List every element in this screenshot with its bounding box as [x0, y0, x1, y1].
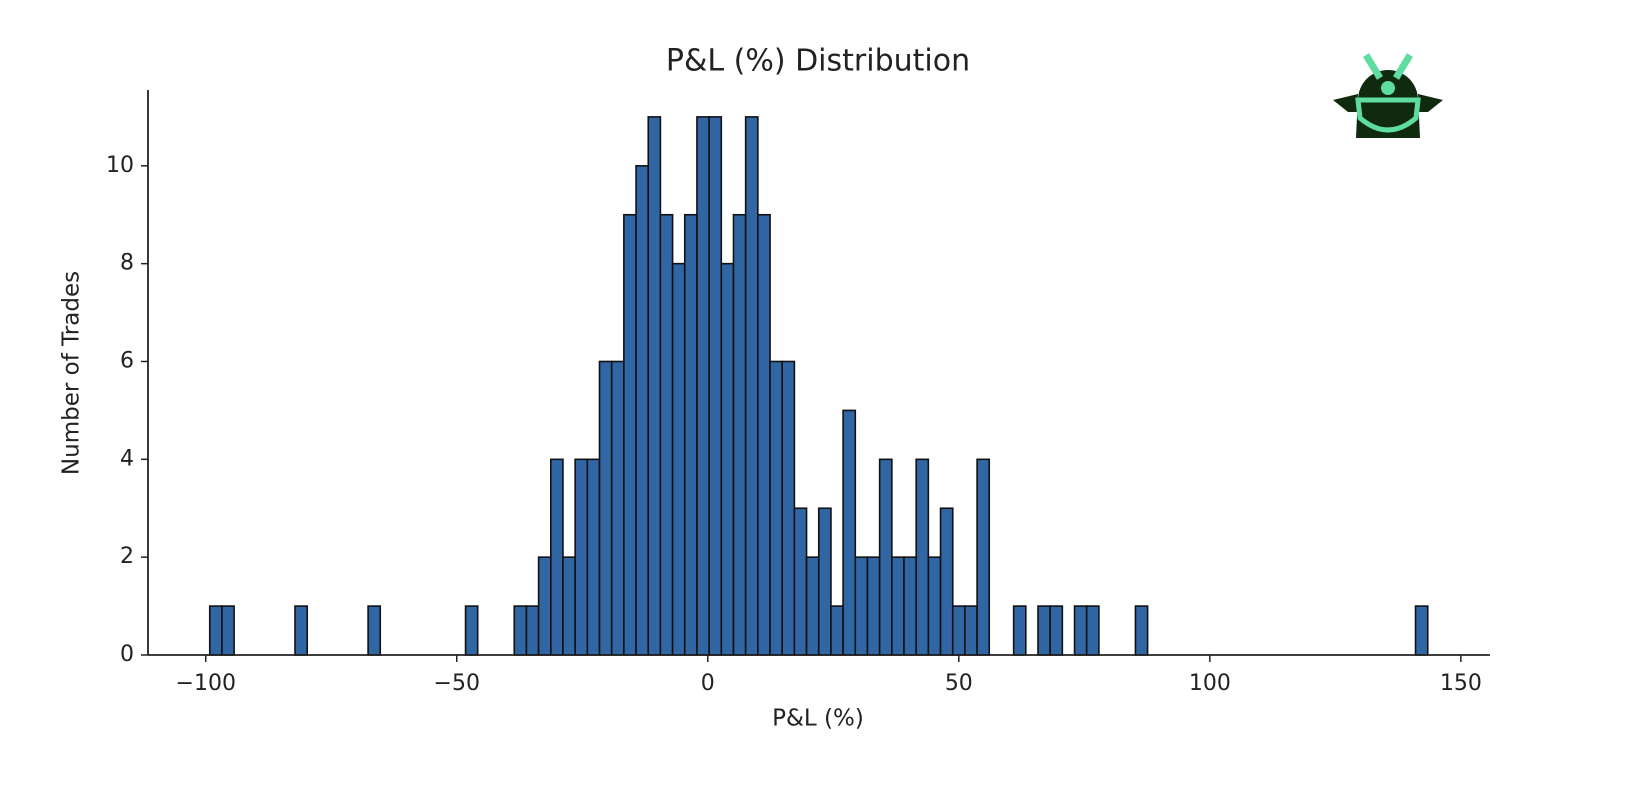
bar — [294, 605, 309, 656]
y-tick-label: 6 — [120, 348, 134, 373]
x-axis-label: P&L (%) — [772, 706, 864, 732]
bar — [951, 605, 966, 656]
bar — [1073, 605, 1088, 656]
x-tick-label: −50 — [434, 671, 480, 696]
bar — [805, 556, 820, 656]
bar — [769, 360, 783, 656]
bar — [939, 507, 954, 656]
bar — [842, 409, 857, 656]
bar — [878, 458, 893, 656]
bar — [732, 213, 747, 656]
logo — [1333, 53, 1443, 138]
x-tick-label: 100 — [1189, 671, 1231, 696]
y-tick-label: 8 — [120, 251, 134, 276]
bar — [976, 458, 991, 656]
bar — [854, 556, 869, 656]
bar — [464, 605, 479, 656]
y-tick-label: 4 — [120, 446, 134, 471]
bar — [1414, 605, 1429, 656]
bar — [513, 605, 528, 656]
bar — [635, 165, 650, 656]
bar — [537, 556, 552, 656]
bar — [574, 458, 589, 656]
y-tick-label: 0 — [120, 642, 134, 667]
y-tick-label: 10 — [106, 153, 134, 178]
bar — [696, 116, 710, 656]
x-tick-label: −100 — [176, 671, 236, 696]
bar — [927, 556, 942, 656]
chart-title: P&L (%) Distribution — [666, 44, 970, 79]
bar — [525, 605, 540, 656]
y-axis-label: Number of Trades — [59, 271, 85, 475]
x-tick-label: 150 — [1440, 671, 1482, 696]
bar — [720, 262, 735, 656]
bar — [671, 262, 686, 656]
bar — [550, 458, 564, 656]
bar — [586, 458, 601, 656]
x-tick-label: 0 — [701, 671, 715, 696]
bar — [891, 556, 905, 656]
bar — [610, 360, 625, 656]
bar — [1049, 605, 1064, 656]
bar — [1134, 605, 1149, 656]
bar — [598, 360, 613, 656]
bar — [623, 213, 637, 656]
bar — [781, 360, 796, 656]
bar — [757, 213, 771, 656]
y-tick-label: 2 — [120, 544, 134, 569]
bar — [793, 507, 808, 656]
bar — [866, 556, 881, 656]
bar — [367, 605, 382, 656]
bar — [659, 213, 674, 656]
bar — [708, 116, 723, 656]
bar — [1085, 605, 1100, 656]
bar — [964, 605, 978, 656]
bar — [903, 556, 917, 656]
bar — [830, 605, 844, 656]
bar — [647, 116, 662, 656]
x-tick-label: 50 — [945, 671, 973, 696]
bar — [683, 213, 698, 656]
bar — [744, 116, 759, 656]
bar — [915, 458, 930, 656]
bar — [1037, 605, 1051, 656]
bar — [817, 507, 832, 656]
bar — [221, 605, 235, 656]
bar — [562, 556, 576, 656]
bar — [208, 605, 223, 656]
bar — [1012, 605, 1027, 656]
